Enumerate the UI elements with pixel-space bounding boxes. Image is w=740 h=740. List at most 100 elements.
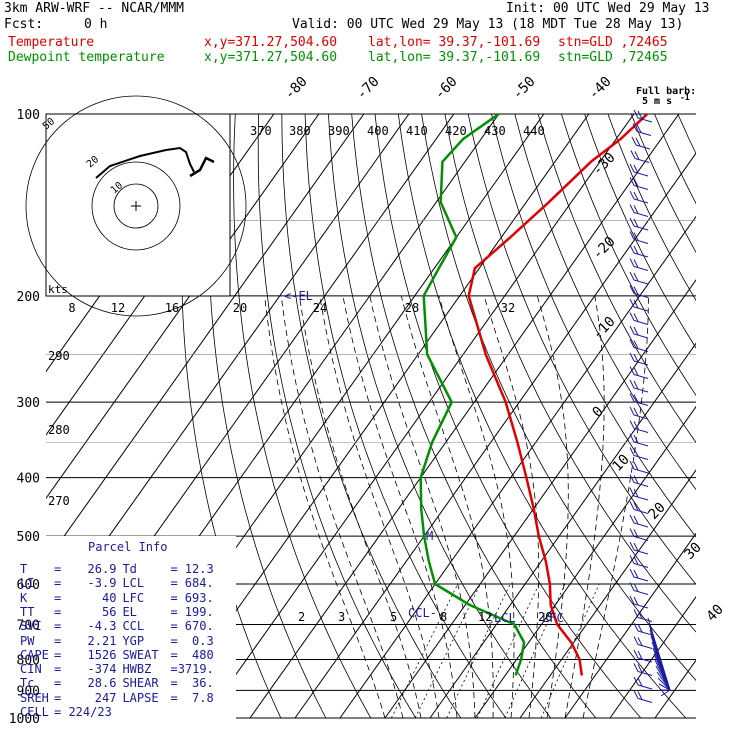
wind-barb xyxy=(629,271,635,281)
parcel-equals: = xyxy=(54,662,69,677)
wind-barb xyxy=(633,536,649,541)
wind-barb xyxy=(660,689,671,697)
wind-barb xyxy=(637,684,653,690)
legend-dewpoint-name: Dewpoint temperature xyxy=(8,50,165,65)
hodo-ring-50 xyxy=(25,95,247,317)
wind-barb xyxy=(633,488,639,498)
wind-barb xyxy=(633,622,639,632)
parcel-info-row: CIN = -374 HWBZ =3719. xyxy=(20,662,214,676)
dry-adiabat-line xyxy=(701,114,740,718)
parcel-equals: = xyxy=(170,662,178,677)
isotherm-line xyxy=(519,469,696,719)
legend-temperature-stn: stn=GLD ,72465 xyxy=(558,35,668,50)
hodograph-trace xyxy=(189,156,215,178)
wind-barb xyxy=(633,266,649,271)
ccl-marker: CCL- xyxy=(408,606,437,620)
wind-barb xyxy=(633,320,649,325)
wind-barb xyxy=(629,285,635,294)
isotherm-line xyxy=(46,114,320,500)
parcel-info-row: K = 40 LFC = 693. xyxy=(20,591,214,605)
wind-barb xyxy=(633,407,639,417)
theta-label: 290 xyxy=(48,349,70,363)
pressure-label: 1000 xyxy=(9,712,40,727)
wind-barb xyxy=(637,117,653,123)
wind-barb xyxy=(629,244,635,254)
wind-barb xyxy=(629,555,635,564)
parcel-param-label: SVI xyxy=(20,619,42,634)
parcel-equals: = xyxy=(170,633,178,648)
parcel-equals: = xyxy=(54,633,69,648)
theta-label: 280 xyxy=(48,423,70,437)
isotherm-line xyxy=(474,405,696,719)
wind-barb xyxy=(629,298,635,308)
wind-barb xyxy=(633,198,649,204)
wind-barb xyxy=(633,205,639,214)
parcel-param-label: LI xyxy=(20,576,35,591)
theta-e-label: 420 xyxy=(445,124,467,138)
wind-barb xyxy=(629,433,635,443)
isotherm-line xyxy=(46,114,365,563)
parcel-equals: = xyxy=(170,604,178,619)
parcel-equals: = xyxy=(54,705,69,719)
theta-e-label: 400 xyxy=(367,124,389,138)
wind-barb xyxy=(633,380,639,390)
wind-barb xyxy=(629,568,635,578)
wind-barb xyxy=(629,204,635,213)
isotherm-label: -60 xyxy=(432,74,461,103)
wind-barb xyxy=(658,683,671,691)
parcel-param-value: -3.9 xyxy=(87,576,117,591)
wind-barb xyxy=(633,590,649,595)
wind-barb xyxy=(634,158,650,163)
parcel-info-row: TT = 56 EL = 199. xyxy=(20,605,214,619)
theta-e-label: 390 xyxy=(328,124,350,138)
isotherm-label: 30 xyxy=(682,540,705,563)
wind-barb xyxy=(629,339,635,348)
wind-barb xyxy=(633,353,639,363)
pressure-label: 600 xyxy=(17,578,40,593)
wind-barb xyxy=(633,333,649,339)
wind-barb xyxy=(629,312,635,321)
parcel-param-value: -374 xyxy=(87,662,117,677)
barb-legend-line1: Full barb: xyxy=(636,86,696,97)
parcel-param-value: 40 xyxy=(102,590,117,605)
isotherm-line xyxy=(564,532,696,719)
parcel-equals: = xyxy=(170,619,178,634)
isotherm-line xyxy=(429,342,696,719)
pressure-label: 200 xyxy=(17,290,40,305)
hodo-ring-10 xyxy=(113,183,159,229)
mixing-ratio-label: 5 xyxy=(390,610,397,624)
dry-adiabat-line xyxy=(630,114,696,254)
wind-barb xyxy=(633,549,649,555)
parcel-param-label: EL xyxy=(122,604,137,619)
wind-barb xyxy=(633,164,639,174)
parcel-param-value: 3719. xyxy=(177,662,214,677)
parcel-equals: = xyxy=(54,562,69,576)
wind-barb xyxy=(633,609,639,618)
dry-adiabat-line xyxy=(421,114,696,681)
wind-barb xyxy=(629,258,635,267)
model-title: 3km ARW-WRF -- NCAR/MMM xyxy=(4,1,185,16)
hodograph-kts-label: kts xyxy=(48,283,68,296)
wind-barb xyxy=(633,556,639,565)
parcel-param-value: 684. xyxy=(184,576,214,591)
wind-barb xyxy=(629,460,635,470)
parcel-param-value: 199. xyxy=(184,604,214,619)
wind-barb xyxy=(633,259,639,268)
wind-barb xyxy=(633,340,639,349)
wind-barb xyxy=(629,163,635,173)
parcel-param-label: PW xyxy=(20,633,35,648)
pressure-label: 700 xyxy=(17,618,40,633)
wind-barb xyxy=(637,650,643,660)
wind-barb xyxy=(629,393,635,402)
wind-barb xyxy=(633,414,649,420)
pressure-label: 800 xyxy=(17,653,40,668)
wind-barb xyxy=(633,225,649,231)
wind-barb xyxy=(633,448,639,457)
wind-barb xyxy=(630,150,636,159)
legend-dewpoint-xy: x,y=371.27,504.60 xyxy=(204,50,338,65)
m-marker: M xyxy=(426,529,433,543)
mixing-ratio-label: 20 xyxy=(538,610,552,624)
pressure-label: 500 xyxy=(17,530,40,545)
parcel-equals: = xyxy=(54,676,69,691)
